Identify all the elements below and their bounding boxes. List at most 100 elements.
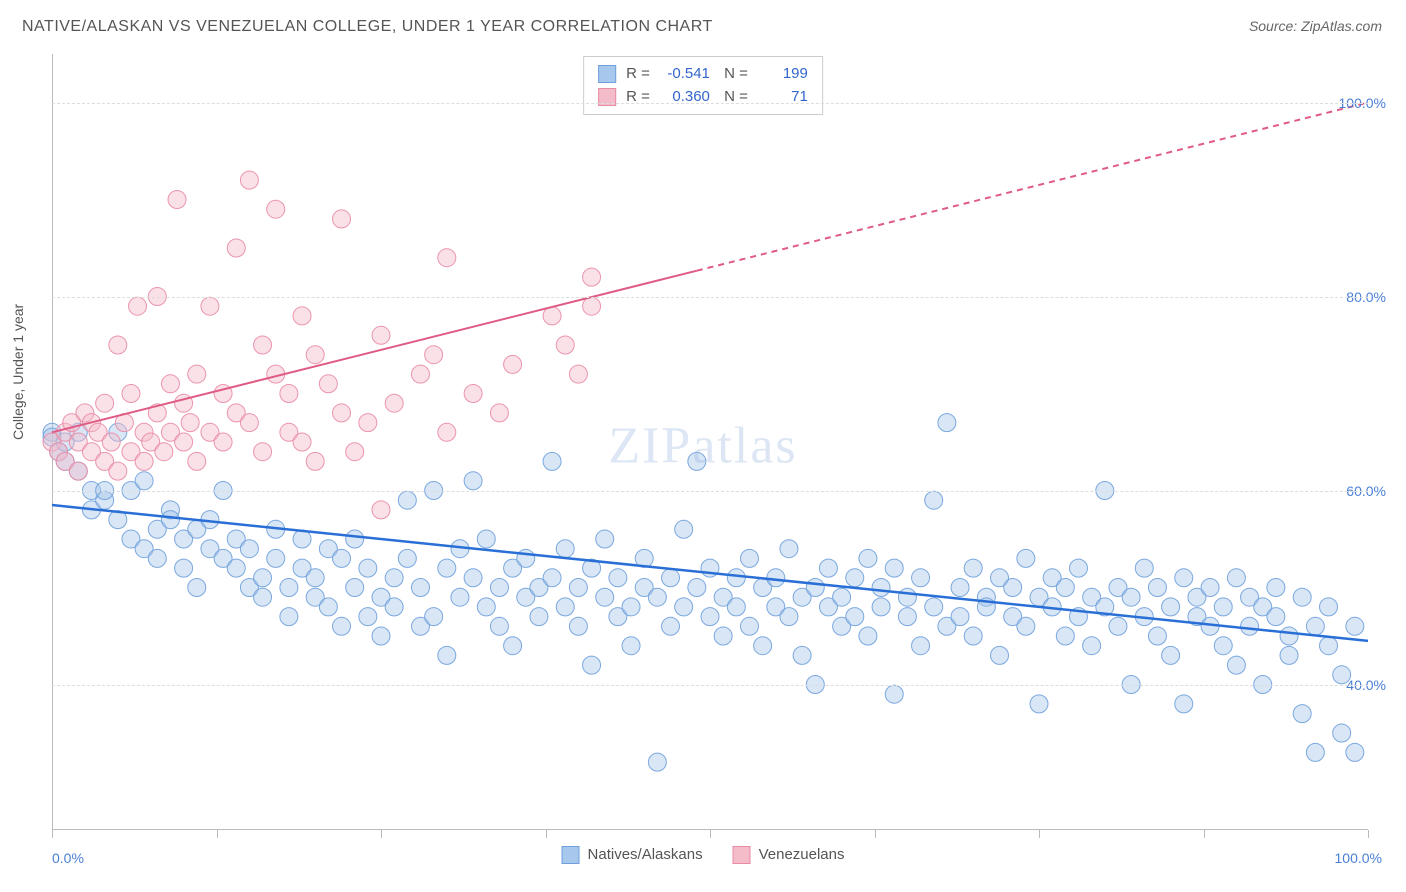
data-point [254,336,272,354]
data-point [333,404,351,422]
data-point [96,394,114,412]
data-point [398,491,416,509]
data-point [451,588,469,606]
data-point [109,336,127,354]
data-point [596,530,614,548]
data-point [175,559,193,577]
data-point [1306,743,1324,761]
data-point [293,307,311,325]
data-point [1083,637,1101,655]
data-point [1162,646,1180,664]
data-point [254,569,272,587]
data-point [964,559,982,577]
data-point [898,588,916,606]
data-point [991,646,1009,664]
data-point [175,433,193,451]
data-point [464,472,482,490]
data-point [477,598,495,616]
data-point [372,627,390,645]
x-tick [217,830,218,838]
data-point [1017,549,1035,567]
data-point [372,501,390,519]
data-point [714,627,732,645]
data-point [385,598,403,616]
data-point [767,569,785,587]
data-point [912,637,930,655]
data-point [583,297,601,315]
x-tick [1368,830,1369,838]
data-point [280,385,298,403]
data-point [1122,588,1140,606]
data-point [188,452,206,470]
data-point [556,598,574,616]
data-point [1056,579,1074,597]
data-point [688,579,706,597]
data-point [254,443,272,461]
x-tick [1204,830,1205,838]
data-point [1109,617,1127,635]
data-point [188,579,206,597]
data-point [740,617,758,635]
data-point [129,297,147,315]
data-point [1241,617,1259,635]
data-point [346,530,364,548]
data-point [688,452,706,470]
data-point [319,598,337,616]
data-point [543,569,561,587]
data-point [359,414,377,432]
data-point [280,608,298,626]
x-tick [52,830,53,838]
data-point [806,579,824,597]
data-point [583,656,601,674]
data-point [425,346,443,364]
data-point [648,588,666,606]
data-point [464,569,482,587]
data-point [1227,569,1245,587]
data-point [1175,695,1193,713]
data-point [346,579,364,597]
data-point [1333,724,1351,742]
data-point [662,617,680,635]
data-point [1148,627,1166,645]
data-point [1201,579,1219,597]
data-point [846,569,864,587]
data-point [477,530,495,548]
data-point [1346,743,1364,761]
data-point [267,200,285,218]
data-point [833,588,851,606]
data-point [1017,617,1035,635]
data-point [122,385,140,403]
data-point [181,414,199,432]
data-point [556,336,574,354]
data-point [333,617,351,635]
data-point [240,540,258,558]
plot-svg [52,54,1368,830]
data-point [622,637,640,655]
data-point [1214,637,1232,655]
data-point [306,569,324,587]
source-attribution: Source: ZipAtlas.com [1249,18,1382,34]
data-point [1227,656,1245,674]
data-point [161,511,179,529]
data-point [333,210,351,228]
data-point [951,579,969,597]
data-point [793,646,811,664]
swatch-series-2-bottom [733,846,751,864]
data-point [438,423,456,441]
data-point [464,385,482,403]
stats-row-series-2: R =0.360 N =71 [598,86,808,109]
data-point [859,627,877,645]
data-point [372,326,390,344]
data-point [359,608,377,626]
data-point [1267,579,1285,597]
data-point [1280,646,1298,664]
data-point [240,171,258,189]
chart-title: NATIVE/ALASKAN VS VENEZUELAN COLLEGE, UN… [22,18,713,36]
data-point [109,462,127,480]
x-tick [875,830,876,838]
data-point [675,520,693,538]
x-tick [1039,830,1040,838]
data-point [569,365,587,383]
data-point [701,608,719,626]
data-point [359,559,377,577]
